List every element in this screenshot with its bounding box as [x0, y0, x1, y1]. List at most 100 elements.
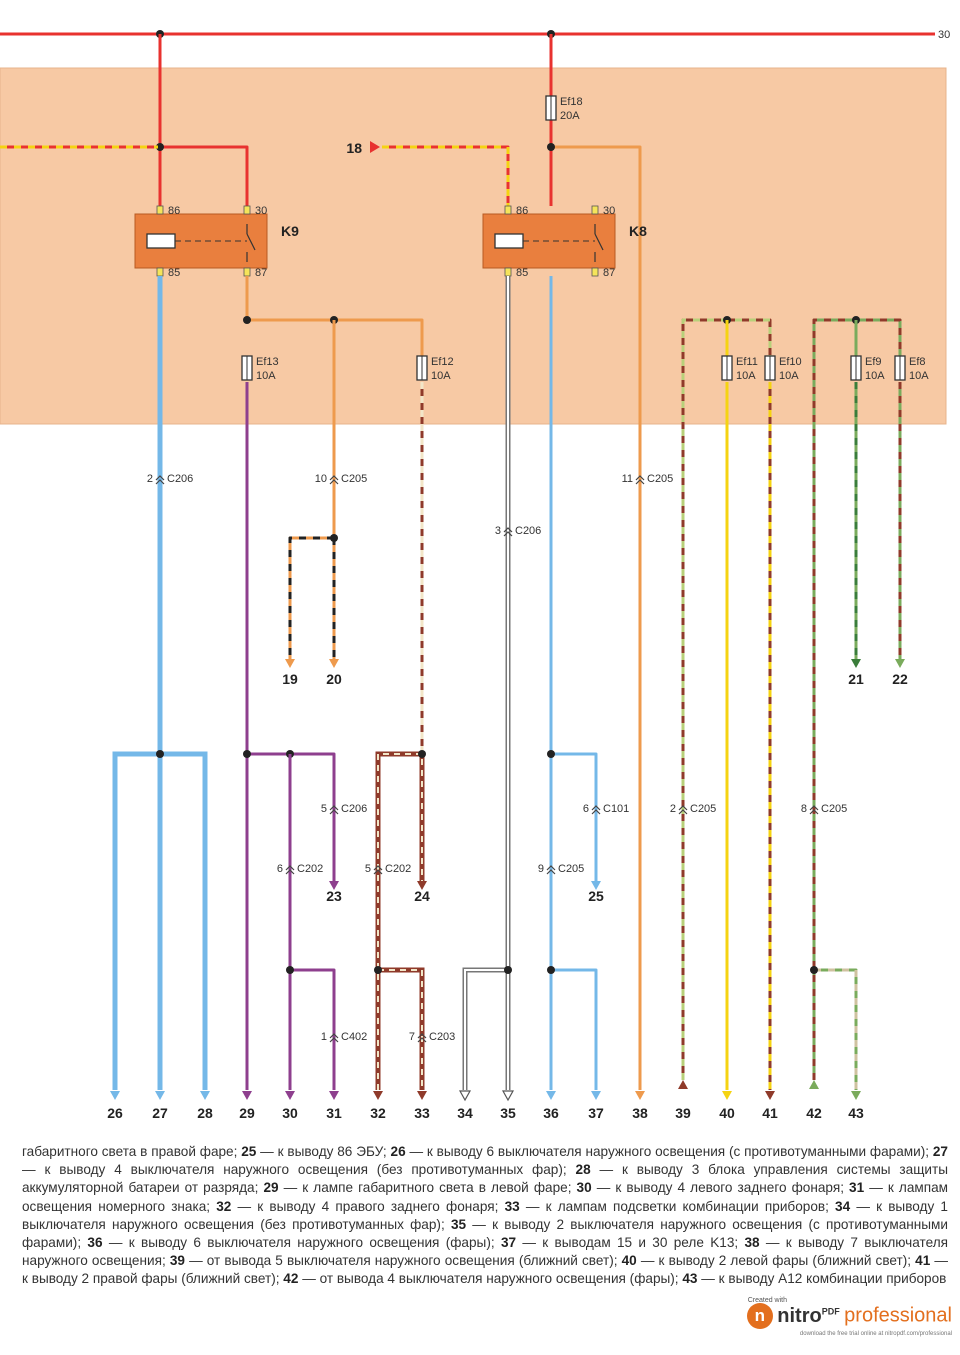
connector-c206b-name: C206	[515, 525, 541, 537]
connector-c205a-pin: 10	[315, 473, 327, 485]
fuse-ef11-rating: 10A	[736, 370, 756, 382]
fuse-ef12-rating: 10A	[431, 370, 451, 382]
connector-c206a-pin: 2	[147, 473, 153, 485]
k9-30-wire	[160, 145, 249, 206]
legend-description: — к лампам подсветки комбинации приборов…	[519, 1198, 836, 1214]
junction-dot	[243, 750, 251, 758]
legend-number: 27	[932, 1144, 948, 1159]
darkred-33-wire-outer	[378, 967, 425, 1090]
relay-k8-pin-label: 86	[516, 205, 528, 217]
connector-c101-pin: 6	[583, 803, 589, 815]
junction-dot	[286, 966, 294, 974]
arrow-30-icon	[285, 1091, 295, 1100]
legend-description: — к лампе габаритного света в левой фаре…	[278, 1180, 577, 1196]
connector-c206c-icon	[329, 805, 339, 815]
connector-c203-name: C203	[429, 1031, 455, 1043]
legend-description: — к выводу 2 левой фары (ближний свет);	[636, 1253, 916, 1269]
terminal-label-32: 32	[370, 1105, 386, 1121]
junction-dot	[810, 966, 818, 974]
arrow-20-icon	[329, 659, 339, 668]
terminal-label-33: 33	[414, 1105, 430, 1121]
connector-c205a-name: C205	[341, 473, 367, 485]
legend-description: — к выводу 6 выключателя наружного освещ…	[405, 1144, 933, 1159]
watermark-suffix: professional	[844, 1304, 952, 1327]
fuse-ef8-rating: 10A	[909, 370, 929, 382]
legend-description: — к лампам освещения номерного знака;	[22, 1180, 948, 1214]
legend-number: 42	[283, 1271, 299, 1287]
ef12-branch-wire-outer	[375, 751, 425, 1090]
k8-34-wire	[462, 967, 508, 1090]
connector-c206c-pin: 5	[321, 803, 327, 815]
legend-description: габаритного света в правой фаре;	[22, 1144, 242, 1159]
legend-number: 43	[682, 1271, 698, 1287]
junction-dot	[547, 750, 555, 758]
connector-c205c-icon	[546, 865, 556, 875]
connector-c205c-name: C205	[558, 863, 584, 875]
arrow-22-icon	[895, 659, 905, 668]
legend-description: — к выводу А12 комбинации приборов	[697, 1271, 947, 1287]
connector-c202a-icon	[285, 865, 295, 875]
purple-31-wire-line	[290, 968, 336, 1090]
to-19-wire-base	[288, 536, 334, 660]
junction-dot	[156, 750, 164, 758]
fuse-ef11-name: Ef11	[736, 356, 758, 368]
legend-description: — к выводу 4 выключателя наружного освещ…	[22, 1162, 576, 1178]
arrow-19-icon	[285, 659, 295, 668]
hollow-arrow-35-icon	[501, 1090, 515, 1102]
relay-k8-pin-label: 30	[603, 205, 615, 217]
connector-c205b-pin: 11	[622, 473, 633, 485]
terminal-label-37: 37	[588, 1105, 604, 1121]
fuse-ef9-name: Ef9	[865, 356, 882, 368]
junction-dot	[374, 966, 382, 974]
legend-number: 33	[504, 1198, 520, 1214]
fuse-ef8-name: Ef8	[909, 356, 926, 368]
legend-number: 37	[500, 1235, 517, 1251]
arrow-33-icon	[417, 1091, 427, 1100]
relay-k8-coil-icon	[494, 233, 524, 249]
k8-34-wire-outer	[462, 967, 508, 1090]
relay-k8-pin-87	[591, 267, 599, 277]
connector-c206b-pin: 3	[495, 525, 501, 537]
connector-c402-icon	[329, 1033, 339, 1043]
arrow-43-icon	[851, 1091, 861, 1100]
watermark-created: Created with	[747, 1297, 787, 1304]
legend-number: 40	[621, 1253, 637, 1269]
watermark-brand: nitroPDF	[777, 1304, 840, 1327]
relay-k8-name: K8	[629, 223, 647, 239]
connector-c205e-icon	[809, 805, 819, 815]
input-18-wire	[382, 145, 510, 206]
arrow-28-icon	[200, 1091, 210, 1100]
to-43-wire-base	[814, 968, 858, 1090]
terminal-label-40: 40	[719, 1105, 735, 1121]
junction-dot	[418, 750, 426, 758]
connector-c205c-pin: 9	[538, 863, 544, 875]
connector-c205b-name: C205	[647, 473, 673, 485]
terminal-label-42: 42	[806, 1105, 822, 1121]
legend-number: 38	[744, 1235, 760, 1251]
fuse-ef9-rating: 10A	[865, 370, 885, 382]
connector-c205d-name: C205	[690, 803, 716, 815]
to-19-wire	[288, 536, 334, 660]
legend-description: — к выводам 15 и 30 реле K13;	[516, 1235, 745, 1251]
arrow-27-icon	[155, 1091, 165, 1100]
relay-k8-switch-icon	[594, 233, 604, 251]
arrow-40-icon	[722, 1091, 732, 1100]
input-18-wire-stripe	[382, 145, 510, 206]
terminal-label-21: 21	[848, 671, 864, 687]
legend-number: 32	[216, 1198, 232, 1214]
ef18-out-wire-line	[551, 145, 642, 1090]
fuse-ef13-rating: 10A	[256, 370, 276, 382]
relay-k9-pin-label: 30	[255, 205, 267, 217]
terminal-label-34: 34	[457, 1105, 473, 1121]
connector-c202b-name: C202	[385, 863, 411, 875]
junction-dot	[156, 143, 164, 151]
connector-c206a-icon	[155, 475, 165, 485]
terminal-label-35: 35	[500, 1105, 516, 1121]
fuse-ef12-name: Ef12	[431, 356, 454, 368]
relay-k9-coil-icon	[146, 233, 176, 249]
legend-number: 36	[87, 1235, 103, 1251]
relay-k8-pin-86	[504, 205, 512, 215]
terminal-label-22: 22	[892, 671, 908, 687]
terminal-label-23: 23	[326, 888, 342, 904]
